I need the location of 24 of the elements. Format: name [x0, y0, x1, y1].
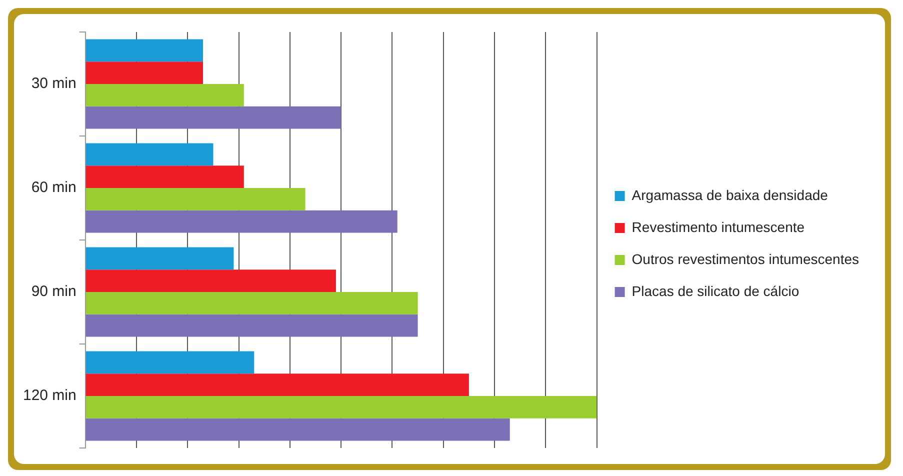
bar [86, 188, 306, 210]
bar [86, 351, 254, 374]
bar [86, 418, 510, 441]
bar [86, 166, 244, 188]
legend-label: Revestimento intumescente [632, 218, 805, 235]
bar [86, 292, 418, 314]
bar [86, 62, 203, 84]
bar [86, 84, 244, 106]
legend-label: Placas de silicato de cálcio [632, 282, 800, 299]
legend-label: Argamassa de baixa densidade [632, 186, 828, 203]
bar [86, 396, 597, 418]
legend-label: Outros revestimentos intumescentes [632, 250, 860, 267]
y-tick-label: 90 min [31, 283, 76, 300]
y-tick-label: 60 min [31, 179, 76, 196]
y-tick-label: 30 min [31, 75, 76, 92]
y-tick-label: 120 min [22, 387, 76, 404]
bar [86, 270, 336, 292]
bar [86, 314, 418, 337]
bar [86, 210, 398, 233]
bar [86, 247, 234, 270]
bar [86, 106, 342, 129]
bar [86, 39, 203, 62]
bar [86, 143, 214, 166]
bar [86, 374, 469, 396]
